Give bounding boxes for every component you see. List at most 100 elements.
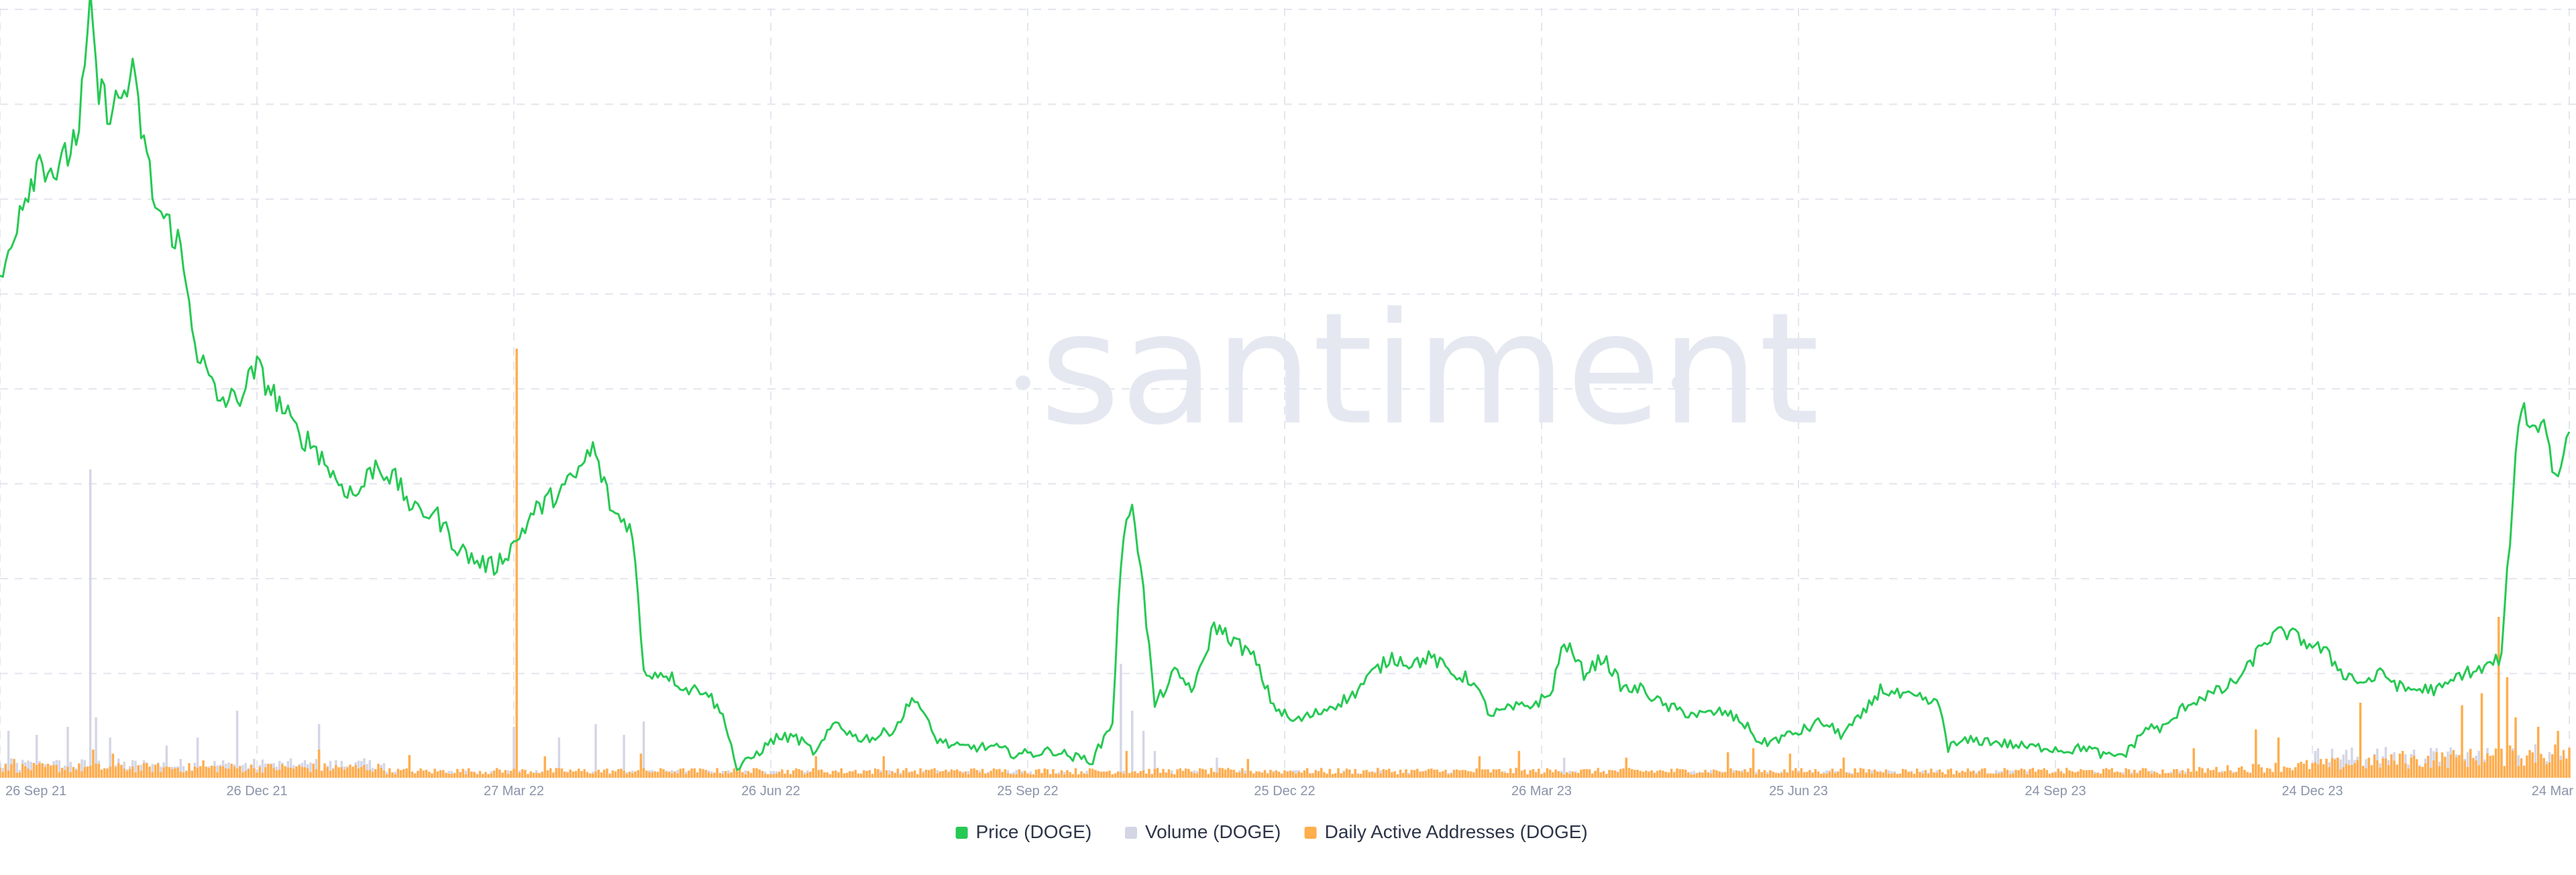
daa-bar xyxy=(597,769,600,778)
legend-item[interactable]: Daily Active Addresses (DOGE) xyxy=(1304,821,1588,842)
daa-bar xyxy=(160,772,162,778)
daa-bar xyxy=(476,774,479,778)
volume-bar xyxy=(80,759,83,778)
daa-bar xyxy=(2545,764,2548,778)
daa-bar xyxy=(2339,769,2342,778)
daa-bar xyxy=(1907,771,1910,778)
daa-bar xyxy=(385,774,388,778)
daa-bar xyxy=(1854,768,1856,778)
daa-bar xyxy=(916,774,919,778)
daa-bar xyxy=(261,772,264,778)
daa-bar xyxy=(2305,760,2308,778)
daa-bar xyxy=(1616,772,1619,778)
daa-bar xyxy=(2226,765,2229,778)
daa-bar xyxy=(86,766,89,778)
daa-bar xyxy=(1783,769,1786,778)
daa-bar xyxy=(1199,768,1201,778)
daa-bar xyxy=(2176,768,2178,778)
daa-bar xyxy=(498,769,501,778)
daa-bar xyxy=(1902,768,1904,778)
daa-bar xyxy=(1986,774,1989,778)
daa-bar xyxy=(2483,762,2486,778)
volume-bar xyxy=(35,735,38,778)
daa-bar xyxy=(1797,772,1800,778)
daa-bar xyxy=(103,768,106,778)
daa-bar xyxy=(106,768,109,778)
daa-bar xyxy=(1523,769,1526,778)
daa-bar xyxy=(938,771,942,778)
daa-bar xyxy=(656,772,659,778)
legend-label: Daily Active Addresses (DOGE) xyxy=(1325,821,1588,842)
daa-bar xyxy=(371,771,374,778)
daa-bar xyxy=(2255,730,2257,778)
daa-bar xyxy=(879,772,882,778)
daa-bar xyxy=(2333,759,2337,778)
daa-bar xyxy=(120,764,123,778)
daa-bar xyxy=(2190,772,2192,778)
volume-bar xyxy=(58,760,61,778)
daa-bar xyxy=(1690,774,1693,778)
daa-bar xyxy=(2040,769,2043,778)
daa-bar xyxy=(1444,770,1447,778)
daa-bar xyxy=(888,774,891,778)
volume-bar xyxy=(2351,747,2353,778)
daa-bar xyxy=(250,764,253,778)
daa-bar xyxy=(2494,748,2498,778)
daa-bar xyxy=(2263,772,2266,778)
daa-bar xyxy=(1156,768,1159,778)
daa-bar xyxy=(185,770,188,778)
daa-bar xyxy=(707,772,710,778)
legend-swatch xyxy=(1304,827,1317,839)
daa-bar xyxy=(1766,774,1769,778)
daa-bar xyxy=(2548,762,2551,778)
daa-bar xyxy=(1046,769,1049,778)
daa-bar xyxy=(1128,772,1131,778)
daa-bar xyxy=(1980,768,1984,778)
legend-item[interactable]: Volume (DOGE) xyxy=(1125,821,1281,842)
daa-bar xyxy=(2472,758,2475,778)
daa-bar xyxy=(1576,772,1580,778)
daa-bar xyxy=(80,771,83,778)
daa-bar xyxy=(557,768,561,778)
daa-bar xyxy=(560,768,564,778)
daa-bar xyxy=(1153,768,1157,778)
daa-bar xyxy=(377,764,380,778)
daa-bar xyxy=(1466,771,1470,778)
legend-swatch xyxy=(955,827,968,839)
daa-bar xyxy=(905,768,908,778)
daa-bar xyxy=(1994,773,1998,778)
daa-bar xyxy=(2480,693,2483,778)
daa-bar xyxy=(1723,772,1727,778)
daa-bar xyxy=(1622,768,1625,778)
daa-bar xyxy=(207,768,211,778)
daa-bar xyxy=(1693,774,1695,778)
daa-bar xyxy=(515,349,518,778)
daa-bar xyxy=(2328,767,2330,778)
volume-bar xyxy=(2430,748,2432,778)
x-tick-label: 24 Mar xyxy=(2532,784,2574,799)
legend[interactable]: Price (DOGE) Volume (DOGE) Daily Active Ad… xyxy=(955,821,1588,842)
daa-bar xyxy=(1938,769,1941,778)
daa-bar xyxy=(35,764,38,778)
volume-bar xyxy=(315,759,318,778)
daa-bar xyxy=(2542,758,2545,778)
daily-active-addresses-bars xyxy=(0,349,2571,778)
daa-bar xyxy=(289,767,292,778)
daa-bar xyxy=(970,768,973,778)
daa-bar xyxy=(2297,763,2300,778)
legend-item[interactable]: Price (DOGE) xyxy=(955,821,1092,842)
daa-bar xyxy=(1040,772,1043,778)
daa-bar xyxy=(617,769,620,778)
daa-bar xyxy=(2356,760,2359,778)
volume-bar xyxy=(2339,759,2342,778)
daa-bar xyxy=(1145,773,1148,778)
daa-bar xyxy=(1052,769,1055,778)
daa-bar xyxy=(704,770,707,778)
volume-bar xyxy=(182,766,185,778)
daa-bar xyxy=(2536,727,2540,778)
daa-bar xyxy=(244,770,247,778)
daa-bar xyxy=(309,772,312,778)
daa-bar xyxy=(1472,772,1475,778)
daa-bar xyxy=(487,774,490,778)
daa-bar xyxy=(1599,772,1603,778)
